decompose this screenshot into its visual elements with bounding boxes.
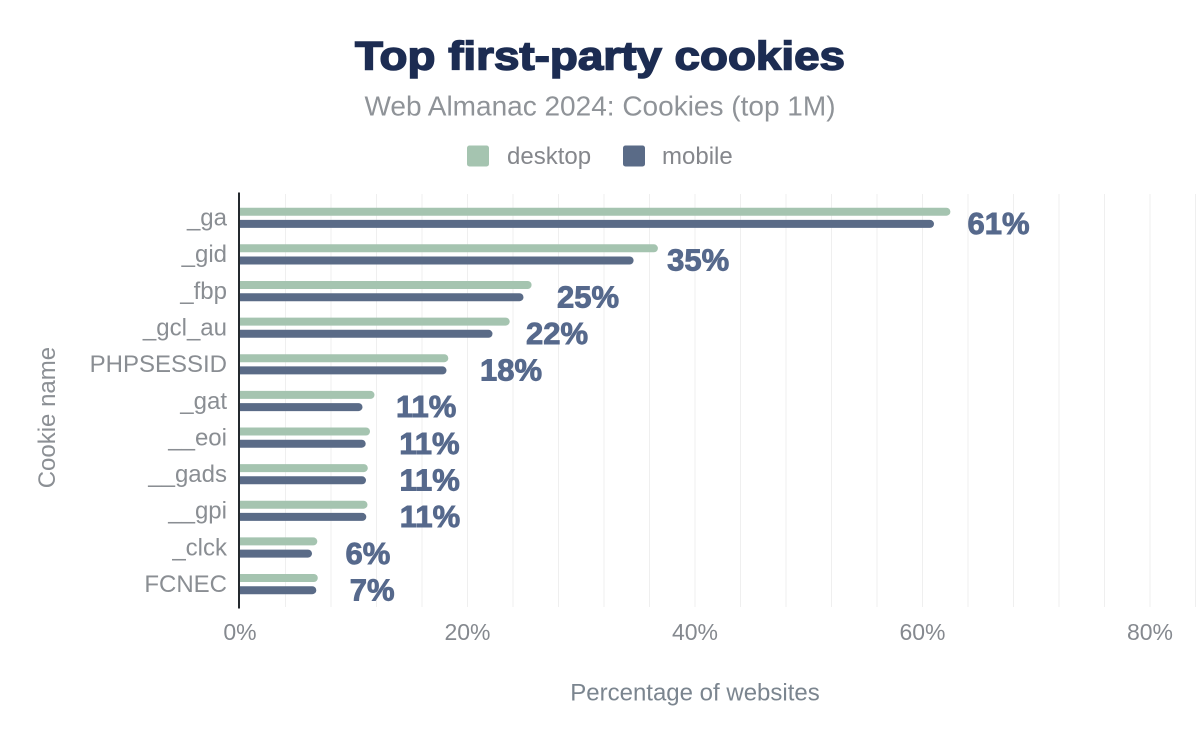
svg-text:desktop: desktop: [507, 143, 591, 170]
svg-text:__gads: __gads: [147, 461, 227, 488]
svg-text:_gid: _gid: [181, 241, 227, 268]
svg-text:_gcl_au: _gcl_au: [142, 315, 227, 342]
svg-text:11%: 11%: [396, 389, 456, 424]
svg-text:Web Almanac 2024: Cookies (top: Web Almanac 2024: Cookies (top 1M): [364, 91, 835, 122]
svg-text:__eoi: __eoi: [167, 424, 227, 451]
svg-text:80%: 80%: [1127, 619, 1173, 645]
svg-text:22%: 22%: [526, 316, 588, 351]
svg-text:0%: 0%: [223, 619, 256, 645]
svg-text:__gpi: __gpi: [167, 498, 227, 525]
svg-text:_gat: _gat: [179, 388, 227, 415]
svg-text:20%: 20%: [444, 619, 490, 645]
svg-text:7%: 7%: [350, 572, 395, 607]
svg-text:Top first-party cookies: Top first-party cookies: [355, 35, 845, 79]
svg-text:_ga: _ga: [186, 205, 228, 232]
svg-text:_fbp: _fbp: [179, 278, 227, 305]
svg-text:FCNEC: FCNEC: [144, 571, 227, 598]
svg-text:6%: 6%: [346, 536, 391, 571]
svg-text:PHPSESSID: PHPSESSID: [90, 351, 227, 378]
svg-text:25%: 25%: [557, 279, 619, 314]
svg-text:11%: 11%: [399, 426, 459, 461]
svg-text:11%: 11%: [400, 499, 460, 534]
svg-text:60%: 60%: [899, 619, 945, 645]
svg-text:mobile: mobile: [662, 143, 733, 170]
svg-text:61%: 61%: [968, 206, 1030, 241]
svg-text:40%: 40%: [672, 619, 718, 645]
svg-text:_clck: _clck: [171, 534, 228, 561]
svg-text:11%: 11%: [400, 463, 460, 498]
svg-text:Cookie name: Cookie name: [34, 347, 61, 488]
svg-text:18%: 18%: [480, 353, 542, 388]
svg-text:Percentage of websites: Percentage of websites: [570, 680, 819, 707]
svg-text:35%: 35%: [667, 243, 729, 278]
